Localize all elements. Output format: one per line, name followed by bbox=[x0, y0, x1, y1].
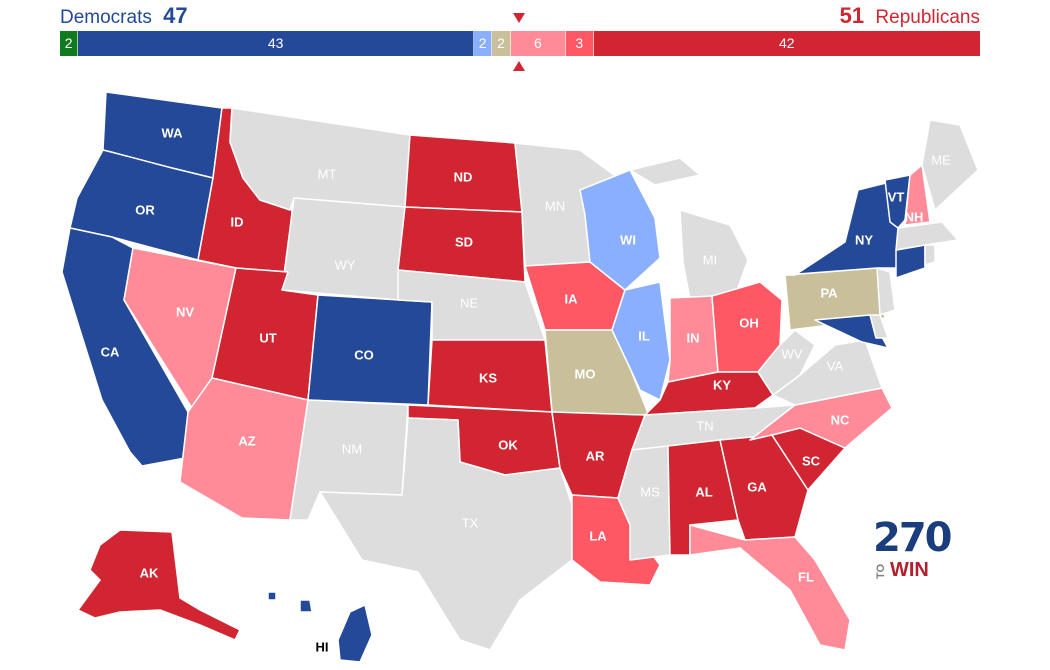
state-hi[interactable] bbox=[267, 591, 373, 663]
tally-bar: 2 43 2 2 6 3 42 bbox=[60, 31, 980, 56]
state-wv[interactable] bbox=[757, 329, 816, 396]
state-label-hi: HI bbox=[316, 639, 329, 654]
state-vt[interactable] bbox=[884, 174, 911, 229]
logo-win: WIN bbox=[890, 559, 929, 581]
state-ri[interactable] bbox=[924, 244, 936, 266]
state-ny[interactable] bbox=[784, 179, 901, 276]
state-tx[interactable] bbox=[319, 417, 573, 651]
tally-segment[interactable]: 43 bbox=[78, 31, 474, 56]
state-ca[interactable] bbox=[61, 227, 189, 467]
republicans-name: Republicans bbox=[875, 7, 980, 28]
democrats-total: 47 bbox=[163, 3, 188, 28]
senate-tally-header: Democrats 47 51 Republicans 2 43 2 2 6 3 42 bbox=[0, 0, 1050, 71]
270towin-logo: 270 TO WIN bbox=[873, 517, 953, 587]
state-az[interactable] bbox=[179, 377, 309, 521]
state-de[interactable] bbox=[869, 314, 889, 339]
democrats-summary: Democrats 47 bbox=[60, 4, 194, 30]
state-nj[interactable] bbox=[876, 267, 896, 316]
logo-number: 270 bbox=[873, 515, 952, 561]
state-ks[interactable] bbox=[427, 339, 553, 413]
state-fl[interactable] bbox=[689, 524, 851, 651]
tally-segment[interactable]: 2 bbox=[473, 31, 493, 56]
logo-to: TO bbox=[875, 563, 887, 579]
state-wi[interactable] bbox=[579, 169, 661, 291]
republicans-summary: 51 Republicans bbox=[834, 4, 980, 30]
tally-segment[interactable]: 2 bbox=[60, 31, 79, 56]
state-in[interactable] bbox=[667, 295, 719, 383]
democrats-name: Democrats bbox=[60, 7, 152, 28]
republicans-total: 51 bbox=[839, 3, 865, 28]
tally-segment[interactable]: 3 bbox=[565, 31, 594, 56]
state-co[interactable] bbox=[307, 294, 433, 406]
tally-segment[interactable]: 42 bbox=[593, 31, 980, 56]
tally-segment[interactable]: 2 bbox=[492, 31, 511, 56]
tally-segment[interactable]: 6 bbox=[510, 31, 566, 56]
state-ma[interactable] bbox=[895, 221, 959, 251]
state-me[interactable] bbox=[921, 119, 979, 211]
state-il[interactable] bbox=[611, 281, 671, 401]
state-mt[interactable] bbox=[229, 107, 411, 211]
state-nd[interactable] bbox=[404, 134, 523, 213]
state-ak[interactable] bbox=[77, 529, 241, 641]
state-sd[interactable] bbox=[397, 206, 526, 283]
state-md[interactable] bbox=[814, 314, 889, 349]
states-layer bbox=[61, 91, 979, 663]
state-wy[interactable] bbox=[281, 197, 406, 301]
majority-marker-bottom-icon bbox=[513, 61, 525, 71]
majority-marker-top-icon bbox=[513, 13, 525, 23]
state-nh[interactable] bbox=[904, 164, 931, 226]
state-mo[interactable] bbox=[544, 329, 651, 419]
